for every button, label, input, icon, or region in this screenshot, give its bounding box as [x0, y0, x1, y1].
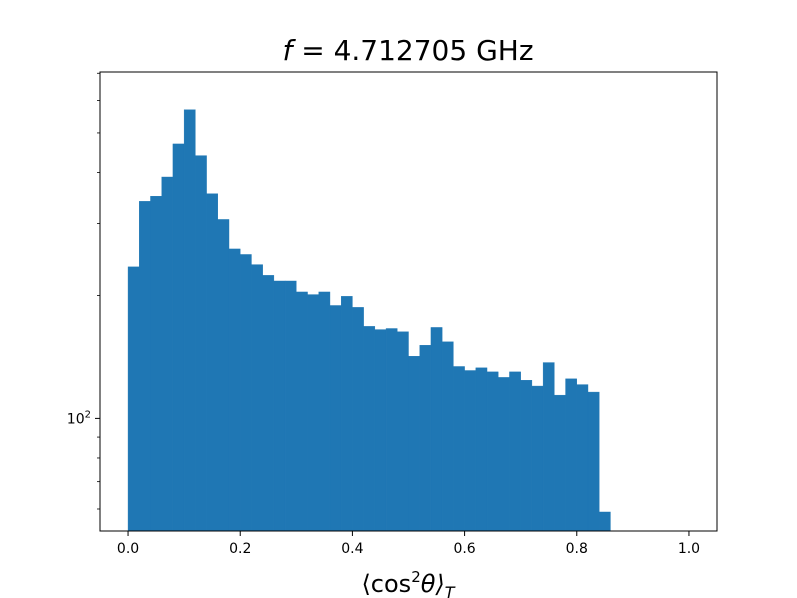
histogram-bar	[531, 385, 544, 532]
histogram-bar	[363, 326, 376, 532]
histogram-bar	[284, 280, 297, 532]
bar-series	[127, 109, 611, 532]
histogram-bar	[509, 371, 521, 532]
histogram-bar	[127, 266, 140, 532]
histogram-bar	[139, 201, 151, 532]
histogram-bar	[542, 362, 555, 532]
histogram-bar	[385, 328, 398, 532]
x-axis-label: ⟨cos2θ⟩T	[361, 568, 455, 598]
histogram-bar	[587, 391, 600, 532]
histogram-bar	[576, 384, 589, 532]
histogram-bar	[554, 394, 566, 532]
histogram-bar	[464, 370, 477, 532]
histogram-bar	[565, 378, 577, 532]
histogram-bar	[217, 219, 230, 532]
x-tick-label: 1.0	[678, 541, 700, 557]
y-axis-ticks: 102	[67, 72, 100, 510]
histogram-bar	[150, 196, 162, 532]
histogram-bar	[453, 366, 465, 532]
plot-frame	[99, 71, 718, 532]
histogram-bar	[251, 264, 263, 532]
histogram-bar	[161, 176, 174, 532]
histogram-bar	[273, 280, 286, 532]
histogram-bar	[419, 345, 432, 532]
histogram-bar	[318, 291, 331, 532]
histogram-bar	[206, 193, 218, 532]
x-tick-label: 0.4	[341, 541, 363, 557]
histogram-bar	[599, 511, 611, 532]
histogram-bar	[307, 294, 319, 532]
chart-title: f = 4.712705 GHz	[282, 34, 533, 67]
histogram-bar	[520, 380, 533, 532]
histogram-bar	[486, 371, 499, 532]
histogram-bar	[441, 341, 454, 532]
x-tick-label: 0.0	[117, 541, 139, 557]
histogram-bar	[228, 248, 241, 532]
histogram-bar	[408, 356, 420, 532]
histogram-bar	[296, 291, 308, 532]
histogram-bar	[329, 305, 342, 532]
x-tick-label: 0.8	[566, 541, 588, 557]
histogram-bar	[374, 329, 387, 532]
x-axis-ticks: 0.0 0.2 0.4 0.6 0.8 1.0	[117, 531, 700, 557]
y-tick-label: 102	[67, 409, 91, 427]
x-tick-label: 0.6	[453, 541, 475, 557]
histogram-bar	[262, 275, 275, 532]
histogram-bar	[240, 254, 252, 532]
histogram-bar	[195, 155, 207, 532]
histogram-bar	[475, 367, 488, 532]
histogram-bar	[340, 296, 353, 532]
histogram-bar	[352, 307, 364, 532]
x-tick-label: 0.2	[229, 541, 251, 557]
histogram-bar	[183, 109, 196, 532]
histogram-bar	[172, 143, 185, 532]
histogram-bar	[430, 327, 443, 532]
histogram-bar	[397, 331, 409, 532]
histogram-bar	[498, 377, 510, 532]
